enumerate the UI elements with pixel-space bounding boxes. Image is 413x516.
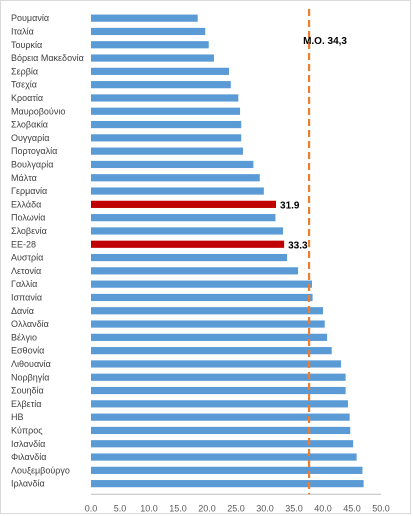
category-label: Σλοβακία [11,120,48,130]
bar [91,227,283,235]
x-tick-label: 45.0 [343,503,361,513]
x-tick-label: 10.0 [140,503,158,513]
category-label: Αυστρία [11,253,43,263]
category-label: Εσθονία [11,346,44,356]
category-label: Ελβετία [11,399,41,409]
category-label: Δανία [11,306,34,316]
category-label: Νορβηγία [11,372,50,382]
category-label: Λετονία [11,266,41,276]
bar [91,160,254,169]
category-label: Βόρεια Μακεδονία [11,53,84,63]
x-tick-labels: 0.0 5.0 10.0 15.0 20.0 25.0 30.0 35.0 40.0 45.0 50… [85,503,390,513]
bar [91,120,242,129]
bar [91,253,288,262]
category-label: Ρουμανία [11,13,49,23]
bar-highlight [91,240,285,248]
category-label: Πολωνία [11,213,45,223]
bar [91,107,241,115]
data-label: 31.9 [280,200,300,211]
category-label: Ελλάδα [11,199,41,209]
bar [91,81,231,89]
bar [91,293,313,302]
data-label: 33.3 [288,240,308,251]
x-tick-label: 15.0 [169,503,187,513]
category-label: Γαλλία [11,279,37,289]
category-label: Φιλανδία [11,452,46,462]
bar [91,54,214,62]
category-label: Κροατία [11,93,43,103]
category-label: Γερμανία [11,186,47,196]
x-tick-label: 30.0 [256,503,274,513]
bar [91,134,242,142]
x-tick-label: 40.0 [314,503,332,513]
x-tick-label: 25.0 [227,503,245,513]
bar [91,360,341,368]
x-tick-label: 35.0 [285,503,303,513]
data-labels: 31.9 33.3 [280,200,308,251]
bar [91,320,325,328]
category-label: Ολλανδία [11,319,49,329]
bar [91,147,243,155]
x-tick-label: 0.0 [85,503,98,513]
category-label: Ιρλανδία [11,479,45,489]
bar [91,333,328,341]
bar [91,14,198,22]
bar [91,466,363,474]
category-label: Τσεχία [11,80,37,90]
bar [91,214,276,222]
bar [91,187,264,195]
category-label: Σλοβενία [11,226,47,236]
bar [91,373,346,381]
category-label: Λουξεμβούργο [11,465,70,475]
category-label: Ιταλία [11,26,34,36]
bar [91,480,364,488]
bar [91,307,323,315]
category-label: ΕΕ-28 [11,239,36,249]
category-label: Ουγγαρία [11,133,49,143]
bar [91,174,260,182]
category-label: ΗΒ [11,412,24,422]
x-tick-label: 5.0 [114,503,127,513]
bar [91,280,312,288]
x-tick-label: 50.0 [372,503,390,513]
category-label: Ισπανία [11,292,42,302]
category-label: Κύπρος [11,425,43,435]
bar [91,347,332,355]
bar [91,453,357,461]
bars-group [91,14,364,488]
bar [91,426,351,435]
bar [91,386,346,395]
bar [91,41,209,49]
category-label: Τουρκία [11,40,42,50]
category-label: Μάλτα [11,173,37,183]
category-label: Ισλανδία [11,439,45,449]
bar [91,267,299,275]
average-label: Μ.Ο. 34,3 [303,36,347,47]
category-label: Μαυροβούνιο [11,106,65,116]
category-label: Σουηδία [11,386,44,396]
bar [91,67,230,75]
bar [91,440,354,448]
category-label: Σερβία [11,66,38,76]
bar [91,94,239,102]
bar [91,400,348,408]
category-label: Πορτογαλία [11,146,57,156]
bar-highlight [91,200,277,208]
category-label: Βουλγαρία [11,159,53,169]
category-labels: Ρουμανία Ιταλία Τουρκία Βόρεια Μακεδονία Σερ… [11,13,84,489]
category-label: Λιθουανία [11,359,51,369]
bar [91,413,350,421]
bar [91,27,206,36]
category-label: Βέλγιο [11,332,37,342]
x-tick-label: 20.0 [198,503,216,513]
